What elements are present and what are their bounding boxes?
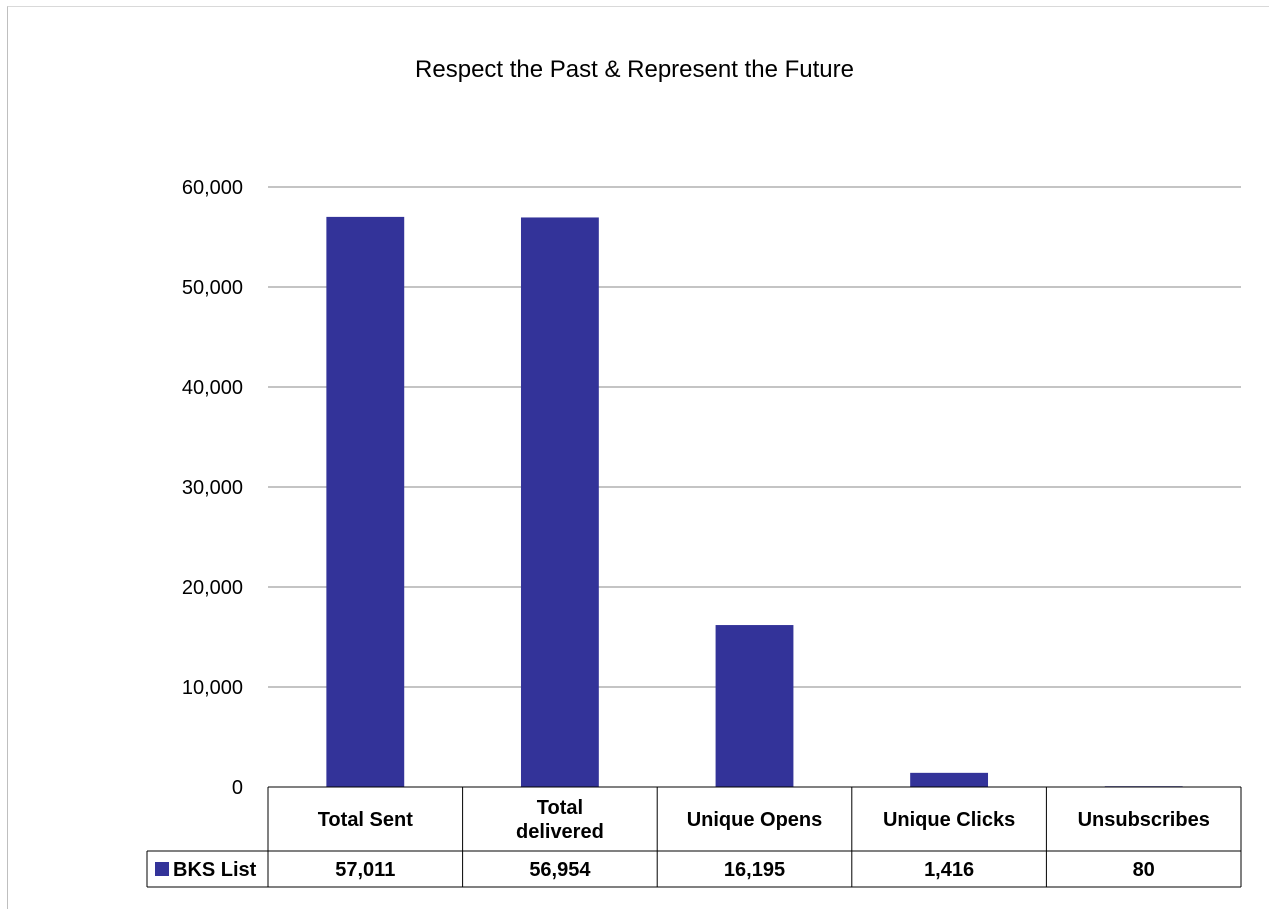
category-label: Unsubscribes — [1078, 809, 1210, 831]
bar — [910, 772, 989, 787]
category-label: Total Sent — [318, 809, 414, 831]
legend-label: BKS List — [173, 859, 257, 881]
data-label: 57,011 — [335, 859, 395, 881]
bar — [326, 216, 405, 787]
data-label: 56,954 — [529, 859, 591, 881]
chart-title: Respect the Past & Represent the Future — [415, 56, 854, 83]
category-label: Unique Clicks — [883, 809, 1015, 831]
y-tick-label: 10,000 — [182, 677, 243, 699]
y-axis: 0 10,000 20,000 30,000 40,000 50,000 60,000 — [182, 177, 243, 799]
category-label: Unique Opens — [687, 809, 823, 831]
bars — [326, 216, 1183, 787]
data-table: Total Sent Total delivered Unique Opens Uniq… — [146, 786, 1242, 888]
data-label: 1,416 — [924, 859, 974, 881]
y-tick-label: 60,000 — [182, 177, 243, 199]
chart-frame — [7, 6, 1269, 909]
category-label: Total delivered — [516, 797, 604, 843]
y-tick-label: 40,000 — [182, 377, 243, 399]
y-tick-label: 30,000 — [182, 477, 243, 499]
y-tick-label: 0 — [232, 777, 243, 799]
legend-swatch — [155, 862, 169, 876]
y-tick-label: 20,000 — [182, 577, 243, 599]
data-label: 80 — [1133, 859, 1155, 881]
bar — [715, 625, 794, 787]
bar — [520, 217, 599, 787]
data-label: 16,195 — [724, 859, 785, 881]
y-tick-label: 50,000 — [182, 277, 243, 299]
